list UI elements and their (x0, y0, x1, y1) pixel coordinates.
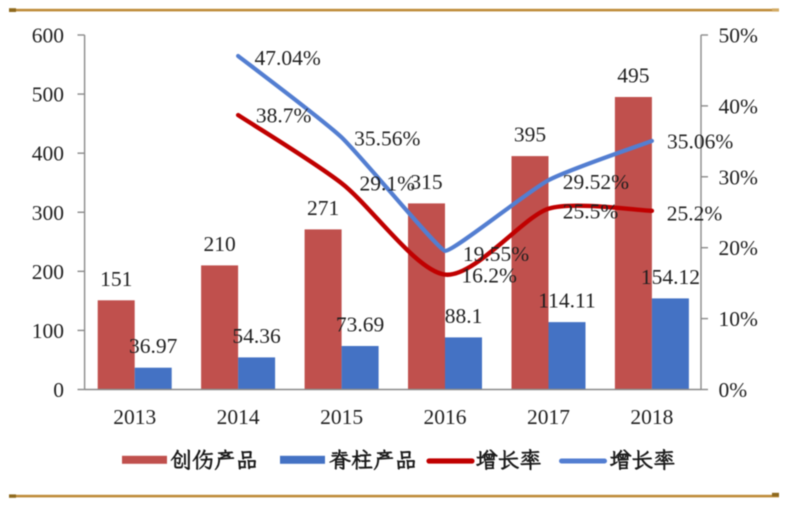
svg-text:54.36: 54.36 (232, 324, 281, 348)
svg-text:495: 495 (617, 64, 649, 88)
svg-text:2014: 2014 (217, 405, 260, 429)
svg-text:100: 100 (32, 319, 64, 343)
svg-text:271: 271 (307, 196, 339, 220)
svg-text:2015: 2015 (320, 405, 363, 429)
svg-text:29.1%: 29.1% (360, 171, 416, 195)
svg-text:88.1: 88.1 (445, 304, 483, 328)
svg-text:2017: 2017 (527, 405, 570, 429)
svg-text:10%: 10% (719, 307, 759, 331)
svg-text:400: 400 (32, 142, 64, 166)
svg-text:38.7%: 38.7% (256, 104, 312, 128)
svg-text:47.04%: 47.04% (255, 46, 321, 70)
svg-text:500: 500 (32, 83, 64, 107)
svg-text:35.06%: 35.06% (667, 129, 733, 153)
svg-text:2018: 2018 (630, 405, 673, 429)
svg-text:25.5%: 25.5% (563, 200, 619, 224)
svg-text:2016: 2016 (424, 405, 467, 429)
svg-text:0%: 0% (719, 378, 748, 402)
svg-text:29.52%: 29.52% (563, 170, 629, 194)
svg-text:16.2%: 16.2% (461, 264, 517, 288)
svg-text:210: 210 (203, 232, 235, 256)
svg-text:35.56%: 35.56% (354, 127, 420, 151)
svg-text:395: 395 (514, 123, 546, 147)
svg-text:73.69: 73.69 (336, 313, 384, 337)
svg-text:600: 600 (32, 24, 64, 48)
svg-text:315: 315 (410, 170, 442, 194)
svg-text:50%: 50% (719, 24, 759, 48)
svg-text:40%: 40% (719, 94, 759, 118)
svg-text:25.2%: 25.2% (667, 201, 723, 225)
svg-text:114.11: 114.11 (538, 289, 596, 313)
svg-text:300: 300 (32, 201, 64, 225)
svg-text:154.12: 154.12 (641, 265, 700, 289)
svg-text:200: 200 (32, 260, 64, 284)
svg-text:151: 151 (100, 267, 132, 291)
svg-text:36.97: 36.97 (129, 334, 178, 358)
svg-text:20%: 20% (719, 236, 759, 260)
svg-text:0: 0 (53, 378, 64, 402)
svg-text:30%: 30% (719, 165, 759, 189)
svg-text:19.55%: 19.55% (463, 242, 529, 266)
svg-text:2013: 2013 (113, 405, 156, 429)
